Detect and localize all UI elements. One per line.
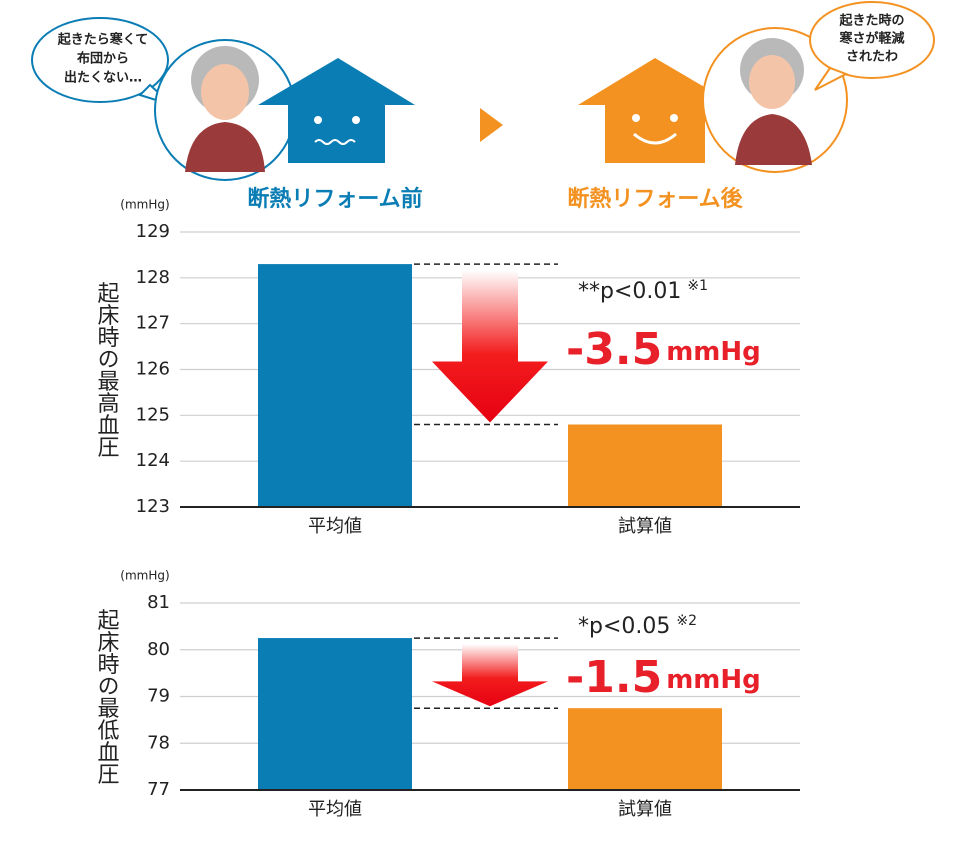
house-mouth: [314, 139, 356, 145]
p-value-text: **p<0.01: [578, 279, 681, 304]
y-tick-label: 129: [136, 221, 170, 242]
bar-chart: (mmHg) 起床時の最高血圧 123 124 125 126 127 128 129 平均値 試算…: [94, 198, 800, 537]
y-axis-title: 起床時の最低血圧: [94, 609, 120, 785]
x-tick-label: 平均値: [308, 799, 362, 820]
y-tick-label: 78: [147, 732, 170, 753]
unit-label: (mmHg): [120, 198, 169, 212]
label-before: 断熱リフォーム前: [247, 186, 422, 212]
p-value: *p<0.05 ※2: [578, 613, 697, 639]
bar: [568, 424, 722, 507]
footnote-mark: ※1: [687, 278, 708, 294]
house-eye: [314, 116, 322, 124]
difference-value: -3.5: [566, 324, 662, 375]
y-tick-label: 127: [136, 313, 170, 334]
decrease-arrow: [432, 270, 548, 423]
bubble-text: 布団から: [77, 51, 129, 67]
body: [735, 114, 812, 165]
x-tick-label: 試算値: [618, 516, 672, 537]
difference: -3.5 mmHg: [566, 324, 761, 375]
p-value: **p<0.01 ※1: [578, 278, 708, 304]
y-axis-title: 起床時の最高血圧: [94, 282, 120, 458]
speech-bubble: [31, 17, 169, 103]
p-value-text: *p<0.05: [578, 614, 670, 639]
y-tick-label: 123: [136, 496, 170, 517]
bubble-tail: [814, 66, 849, 91]
bubble-text: 出たくない…: [64, 70, 142, 86]
bar: [258, 638, 412, 790]
footnote-mark: ※2: [676, 613, 697, 629]
y-tick-label: 128: [136, 267, 170, 288]
bubble-text: 起きた時の: [838, 13, 904, 29]
bubble-text: されたわ: [846, 50, 898, 65]
difference-unit: mmHg: [666, 665, 761, 695]
x-tick-label: 平均値: [308, 516, 362, 537]
house-eye: [352, 116, 360, 124]
y-tick-label: 77: [147, 779, 170, 800]
decrease-arrow: [432, 644, 548, 707]
transition-arrow: [480, 108, 503, 142]
house-after: [578, 58, 735, 163]
bubble-text: 起きたら寒くて: [57, 32, 149, 48]
y-tick-label: 79: [147, 686, 170, 707]
label-after: 断熱リフォーム後: [567, 186, 743, 212]
unit-label: (mmHg): [120, 569, 169, 583]
difference-unit: mmHg: [666, 337, 761, 367]
body: [185, 122, 265, 172]
difference-value: -1.5: [566, 652, 662, 703]
face: [201, 64, 249, 120]
bar: [568, 708, 722, 790]
house-before: [258, 58, 415, 163]
bar-chart: (mmHg) 起床時の最低血圧 77 78 79 80 81 平均値 試算値 *p<0.05 ※2 -…: [94, 569, 800, 820]
y-tick-label: 81: [147, 592, 170, 613]
y-tick-label: 126: [136, 359, 170, 380]
y-tick-label: 124: [136, 450, 170, 471]
difference: -1.5 mmHg: [566, 652, 761, 703]
header: 起きたら寒くて 布団から 出たくない… 起きた時の 寒さが軽減 されたわ 断熱リ…: [31, 1, 935, 212]
y-tick-label: 125: [136, 404, 170, 425]
bubble-text: 寒さが軽減: [838, 31, 904, 47]
house-eye: [632, 114, 640, 122]
y-tick-label: 80: [147, 639, 170, 660]
house-eye: [670, 114, 678, 122]
x-tick-label: 試算値: [618, 799, 672, 820]
face: [749, 55, 795, 109]
house-mouth: [633, 132, 677, 145]
bar: [258, 264, 412, 507]
speech-bubble: [809, 1, 935, 79]
